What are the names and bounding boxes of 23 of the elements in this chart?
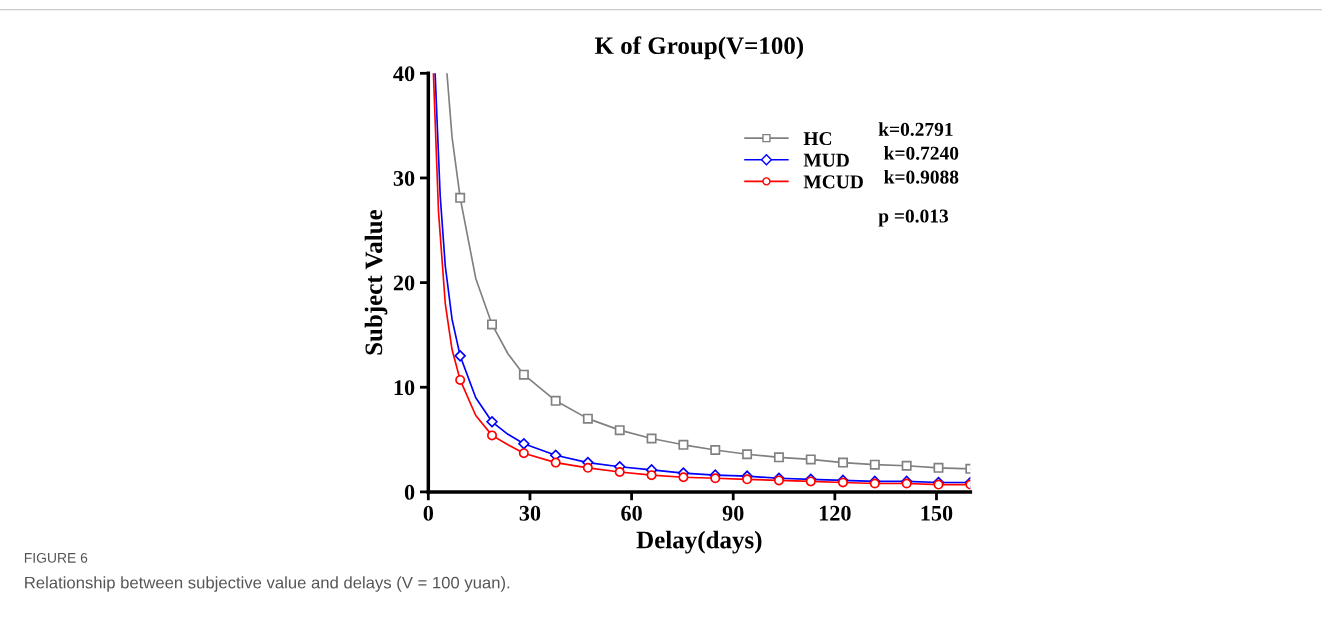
x-tick-label: 120 <box>819 505 851 521</box>
caption: FIGURE 6 <box>24 552 88 563</box>
legend-label: HC <box>803 132 832 146</box>
x-tick-label: 90 <box>722 505 744 521</box>
legend-label: MUD <box>803 153 849 167</box>
annotation: p =0.013 <box>878 209 949 227</box>
y-tick-label: 30 <box>393 170 415 186</box>
x-tick-label: 60 <box>621 505 642 521</box>
y-tick-label: 20 <box>393 275 415 291</box>
x-tick-label: 150 <box>921 505 953 521</box>
x-axis-title: Delay(days) <box>636 530 762 554</box>
text: Relationship between subjective value and delays (V = 100 yuan). <box>25 576 510 592</box>
annotation: k=0.2791 <box>878 122 953 137</box>
legend-label: MCUD <box>803 175 863 189</box>
y-tick-label: 10 <box>394 380 415 396</box>
chart-title: K of Group(V=100) <box>594 36 804 60</box>
x-tick-label: 0 <box>423 505 434 521</box>
y-tick-label: 0 <box>404 484 415 500</box>
y-tick-label: 40 <box>393 66 415 82</box>
annotation: k=0.7240 <box>884 146 959 160</box>
x-tick-label: 30 <box>519 505 541 521</box>
y-axis-title: Subject Value <box>364 209 388 355</box>
annotation: k=0.9088 <box>884 169 959 184</box>
